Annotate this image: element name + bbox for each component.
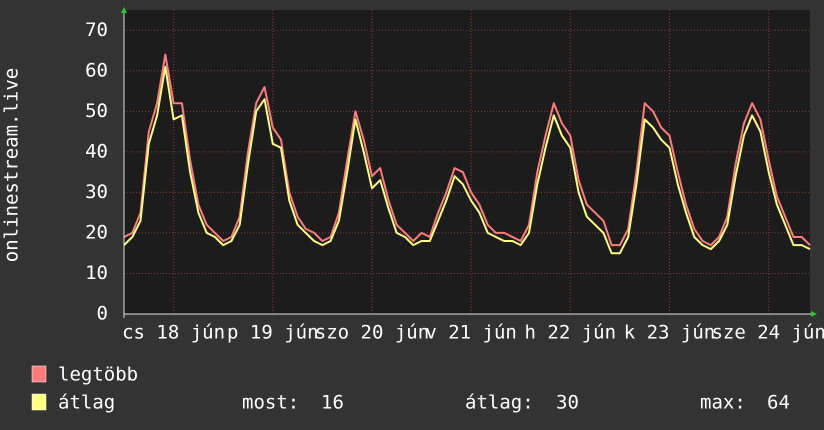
y-tick-label: 20: [85, 221, 108, 243]
legend-label: legtöbb: [58, 364, 138, 386]
x-tick-label: v 21 jún: [425, 322, 517, 344]
y-tick-label: 50: [85, 100, 108, 122]
stat-value: 16: [321, 392, 344, 414]
x-tick-label: cs 18 jún: [122, 322, 225, 344]
series-line: [123, 53, 811, 247]
plot-area: [124, 10, 810, 314]
x-tick-label: k 23 jún: [624, 322, 716, 344]
x-tick-label: szo 20 jún: [315, 322, 429, 344]
stat-value: 64: [767, 392, 790, 414]
legend-swatch: [31, 393, 47, 411]
y-tick-label: 10: [85, 262, 108, 284]
legend-swatch: [31, 365, 47, 383]
y-tick-label: 70: [85, 19, 108, 41]
x-tick-label: h 22 jún: [525, 322, 617, 344]
stat-value: 30: [556, 392, 579, 414]
y-tick-label: 40: [85, 140, 108, 162]
series-line: [123, 65, 811, 255]
legend-label: átlag: [58, 392, 115, 414]
y-axis-label: onlinestream.live: [1, 68, 23, 262]
stat-label: átlag:: [465, 392, 534, 414]
axis-arrow: [121, 7, 127, 13]
axis-arrow: [811, 311, 817, 317]
y-tick-label: 30: [85, 181, 108, 203]
stat-label: most:: [242, 392, 299, 414]
x-tick-label: sze 24 jún: [711, 322, 824, 344]
y-tick-label: 0: [97, 303, 108, 325]
y-tick-label: 60: [85, 59, 108, 81]
stat-label: max:: [700, 392, 746, 414]
x-tick-label: p 19 jún: [227, 322, 319, 344]
